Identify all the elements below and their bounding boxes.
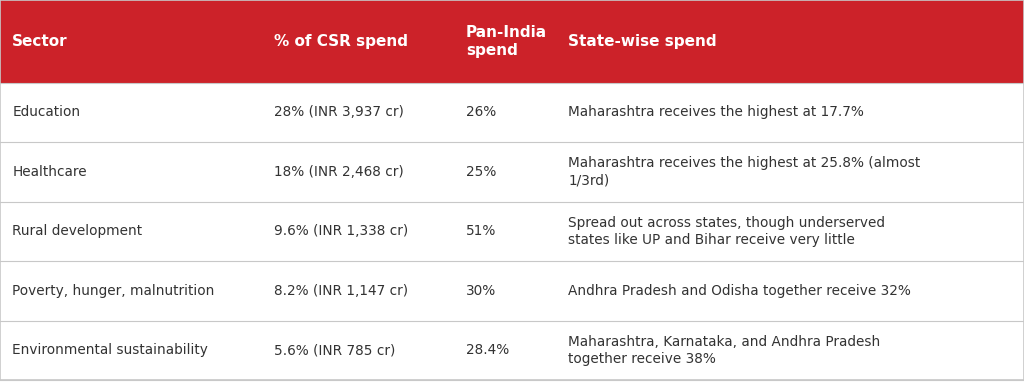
Text: Maharashtra receives the highest at 25.8% (almost
1/3rd): Maharashtra receives the highest at 25.8… (568, 156, 921, 187)
Text: 9.6% (INR 1,338 cr): 9.6% (INR 1,338 cr) (274, 224, 409, 238)
Text: Maharashtra, Karnataka, and Andhra Pradesh
together receive 38%: Maharashtra, Karnataka, and Andhra Prade… (568, 335, 881, 366)
Text: Andhra Pradesh and Odisha together receive 32%: Andhra Pradesh and Odisha together recei… (568, 284, 911, 298)
Text: 28.4%: 28.4% (466, 343, 509, 358)
Text: State-wise spend: State-wise spend (568, 34, 717, 49)
Text: 8.2% (INR 1,147 cr): 8.2% (INR 1,147 cr) (274, 284, 409, 298)
Text: % of CSR spend: % of CSR spend (274, 34, 409, 49)
Text: Environmental sustainability: Environmental sustainability (12, 343, 208, 358)
Text: 26%: 26% (466, 105, 497, 119)
Text: Sector: Sector (12, 34, 68, 49)
Text: Poverty, hunger, malnutrition: Poverty, hunger, malnutrition (12, 284, 215, 298)
Text: Healthcare: Healthcare (12, 165, 87, 179)
Text: 51%: 51% (466, 224, 497, 238)
Bar (0, 0, 1024, 83)
Text: 18% (INR 2,468 cr): 18% (INR 2,468 cr) (274, 165, 404, 179)
Text: Rural development: Rural development (12, 224, 142, 238)
Text: Spread out across states, though underserved
states like UP and Bihar receive ve: Spread out across states, though underse… (568, 216, 886, 247)
Text: Pan-India
spend: Pan-India spend (466, 25, 547, 58)
Text: Maharashtra receives the highest at 17.7%: Maharashtra receives the highest at 17.7… (568, 105, 864, 119)
Text: Education: Education (12, 105, 81, 119)
Text: 30%: 30% (466, 284, 497, 298)
Text: 25%: 25% (466, 165, 497, 179)
Text: 5.6% (INR 785 cr): 5.6% (INR 785 cr) (274, 343, 396, 358)
Text: 28% (INR 3,937 cr): 28% (INR 3,937 cr) (274, 105, 404, 119)
